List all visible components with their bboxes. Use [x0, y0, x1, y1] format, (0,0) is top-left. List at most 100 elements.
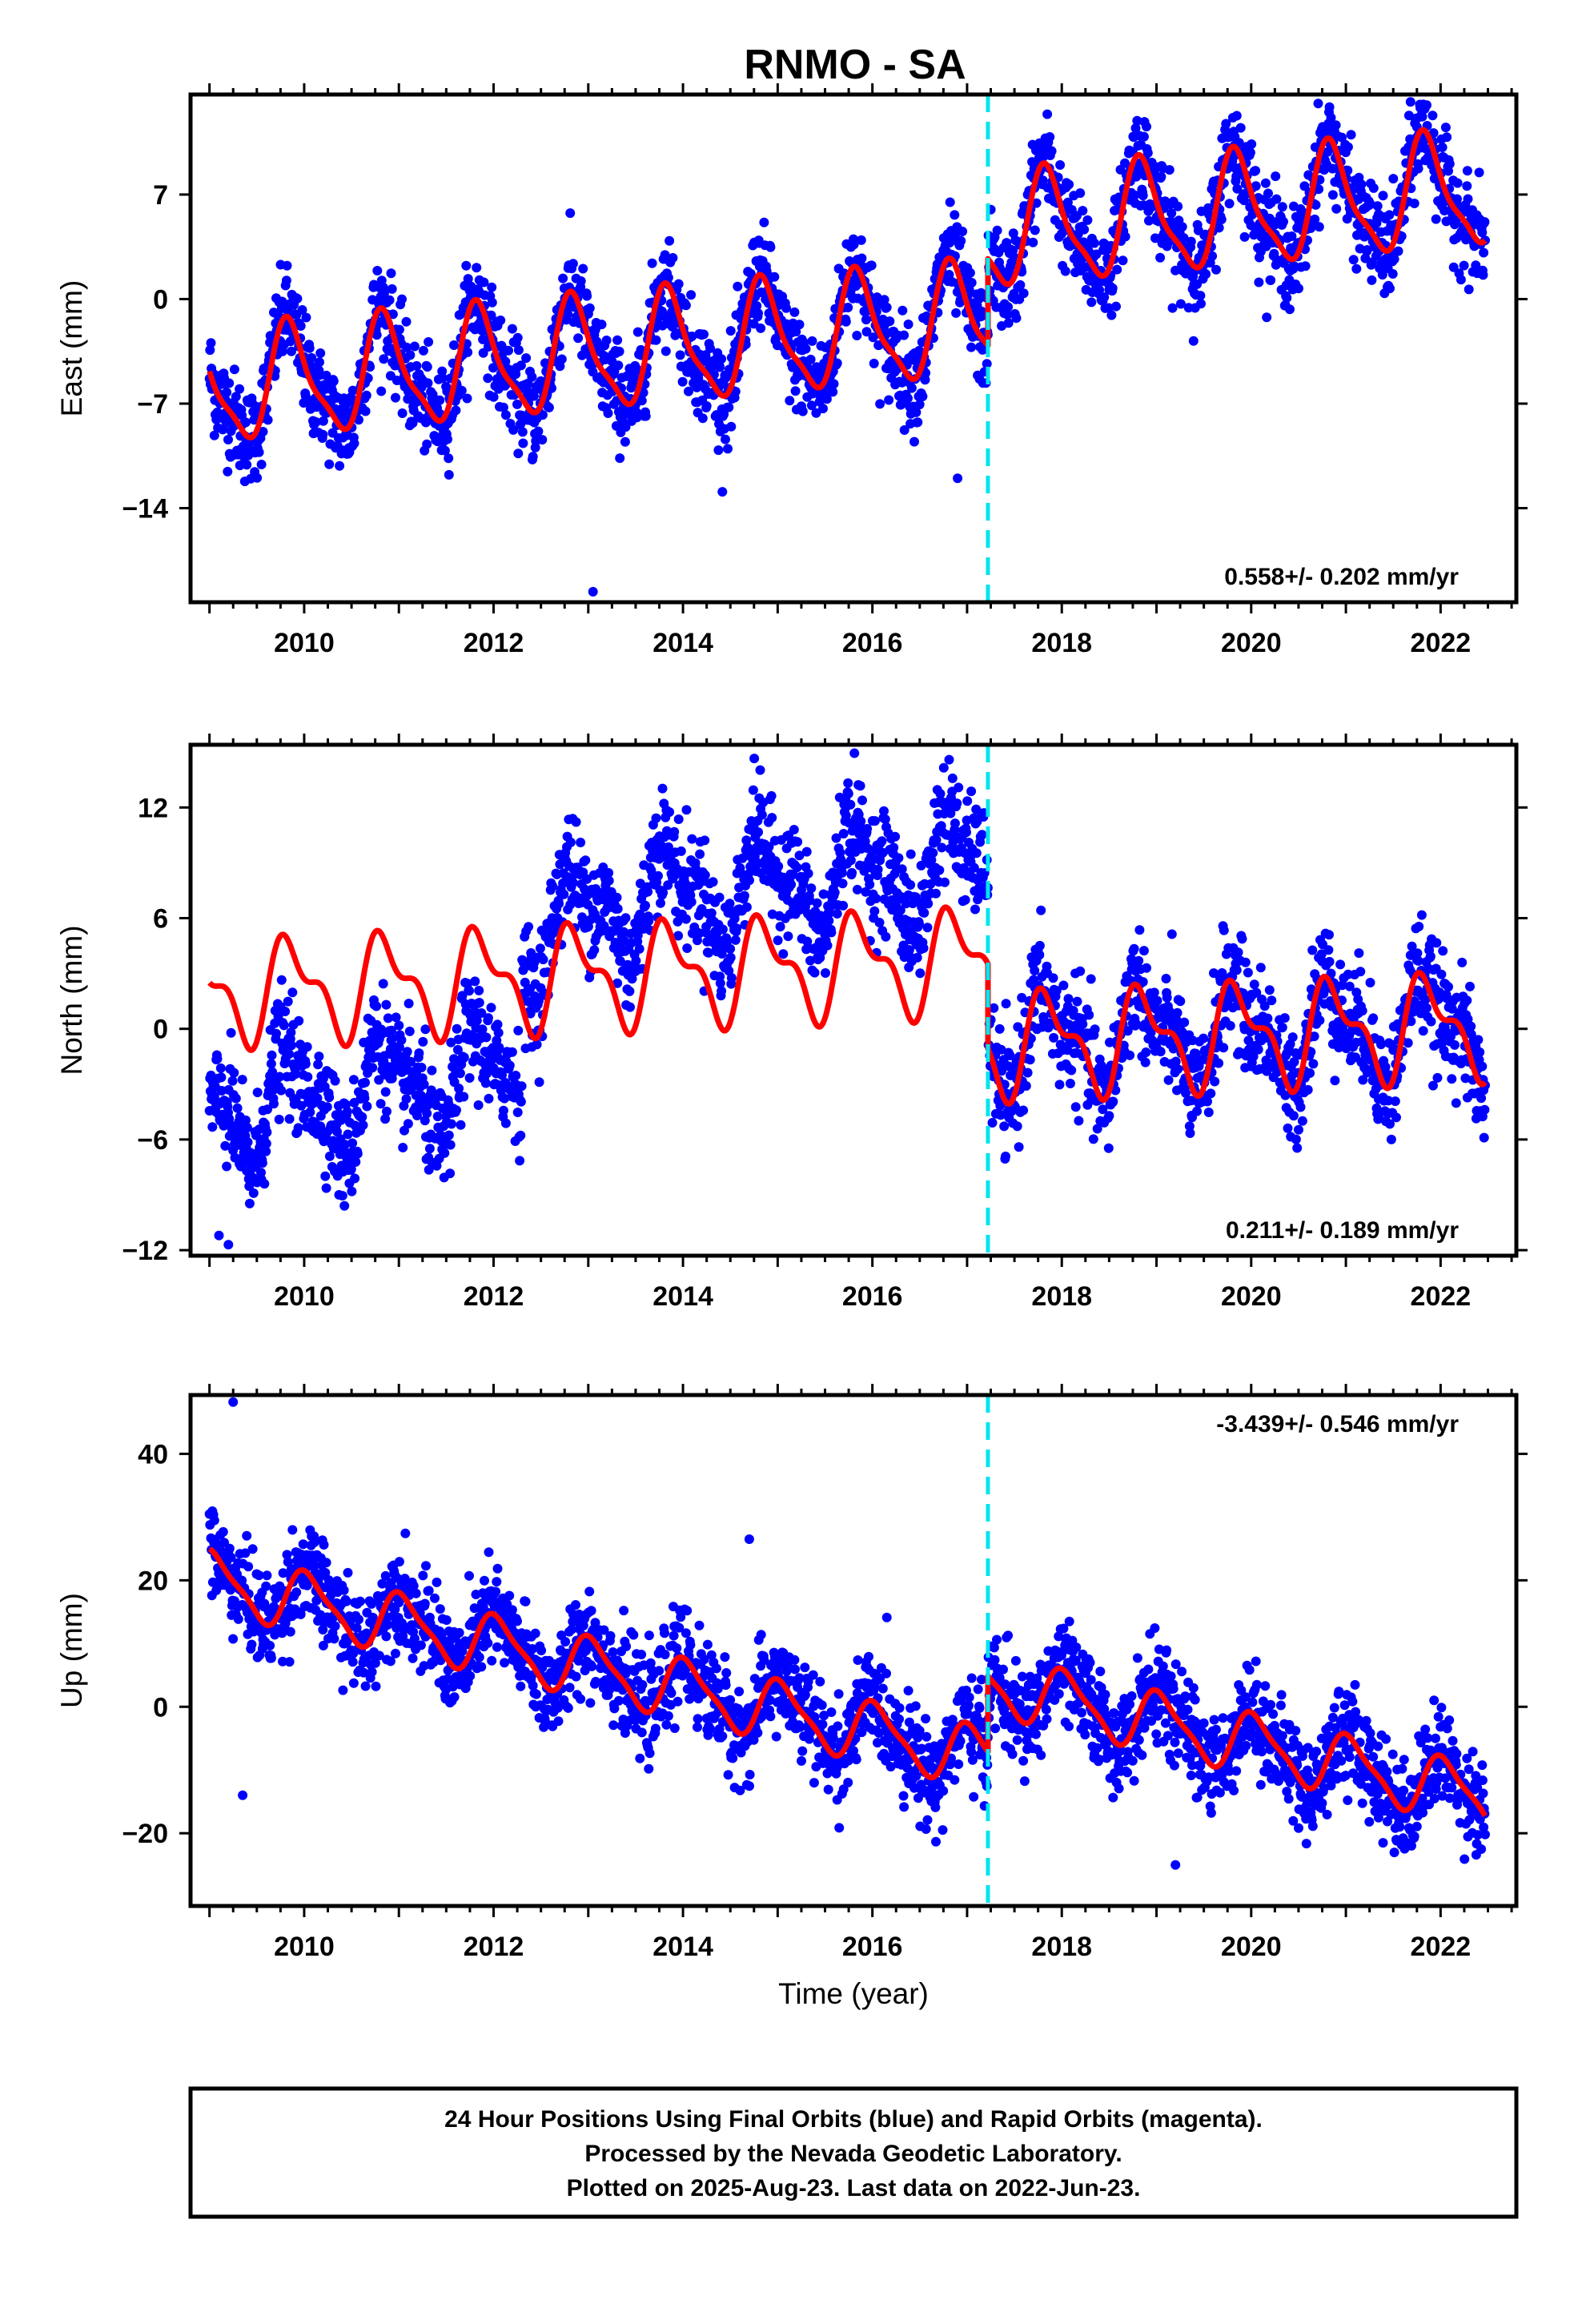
data-point — [380, 1087, 391, 1097]
data-point — [235, 384, 245, 394]
y-tick-label: −7 — [137, 389, 168, 420]
data-point — [452, 1044, 463, 1055]
data-point — [604, 868, 614, 878]
data-point — [387, 1025, 397, 1035]
data-point — [424, 337, 434, 347]
data-point — [261, 1146, 271, 1156]
data-point — [1091, 249, 1102, 259]
data-point — [903, 320, 913, 329]
data-point — [806, 883, 817, 894]
data-point — [254, 447, 264, 457]
data-point — [857, 253, 867, 263]
data-point — [686, 290, 697, 300]
data-point — [879, 295, 889, 305]
data-point — [1387, 269, 1398, 279]
data-point — [1464, 284, 1474, 295]
data-point — [934, 865, 945, 875]
data-point — [1405, 97, 1415, 107]
data-point — [686, 897, 697, 907]
data-point — [324, 459, 335, 469]
data-point — [677, 376, 688, 387]
data-point — [315, 348, 326, 358]
data-point — [534, 1077, 544, 1088]
data-point — [1235, 123, 1246, 133]
data-point — [1346, 130, 1356, 140]
data-point — [1240, 957, 1251, 967]
data-point — [1277, 202, 1287, 212]
data-point — [563, 309, 573, 320]
data-point — [1365, 199, 1375, 209]
data-point — [404, 1026, 415, 1036]
x-tick-label: 2014 — [652, 628, 713, 658]
data-point — [857, 795, 867, 806]
data-point — [1310, 142, 1320, 152]
data-point — [1138, 191, 1148, 201]
data-point — [1161, 974, 1171, 983]
data-point — [318, 429, 328, 440]
data-point — [241, 417, 251, 428]
data-point — [477, 1024, 488, 1035]
data-point — [675, 350, 685, 360]
data-point — [1034, 950, 1045, 960]
data-point — [420, 1116, 430, 1126]
data-point — [347, 385, 358, 396]
data-point — [500, 410, 511, 420]
data-point — [890, 831, 901, 842]
data-point — [457, 991, 468, 1001]
data-point — [244, 1181, 255, 1192]
data-point — [418, 345, 428, 356]
data-point — [1428, 128, 1439, 139]
data-point — [792, 862, 802, 873]
data-point — [861, 315, 871, 325]
data-point — [845, 799, 856, 810]
data-point — [292, 293, 303, 304]
data-point — [480, 1078, 491, 1088]
east-panel: 2010 2012 2014 2016 2018 2020 202270−7−14East … — [55, 83, 1528, 658]
data-point — [212, 1054, 223, 1064]
data-point — [745, 875, 754, 886]
data-point — [1262, 312, 1272, 323]
data-point — [403, 1119, 413, 1129]
data-point — [865, 879, 875, 890]
data-point — [1138, 946, 1149, 956]
data-point — [266, 1059, 276, 1069]
data-point — [435, 395, 445, 405]
data-point — [504, 1060, 515, 1071]
data-point — [905, 880, 916, 890]
data-point — [809, 967, 820, 978]
data-point — [498, 1105, 508, 1116]
data-point — [838, 829, 849, 838]
data-point — [565, 208, 576, 219]
data-point — [640, 900, 650, 911]
data-point — [1441, 216, 1452, 227]
data-point — [781, 303, 791, 313]
east-model-line — [207, 127, 1488, 441]
data-point — [352, 1148, 363, 1159]
data-point — [476, 1008, 487, 1018]
data-point — [869, 358, 879, 368]
data-point — [443, 434, 452, 444]
data-point — [295, 321, 306, 331]
data-point — [1021, 1081, 1031, 1091]
data-point — [315, 1121, 326, 1132]
data-point — [1266, 275, 1276, 285]
data-point — [695, 849, 705, 859]
data-point — [1063, 994, 1074, 1004]
data-point — [220, 1140, 231, 1151]
data-point — [397, 294, 407, 304]
data-point — [1062, 197, 1073, 207]
data-point — [1166, 208, 1177, 219]
data-point — [282, 260, 292, 271]
y-tick-label: 0 — [153, 284, 168, 315]
data-point — [488, 392, 499, 402]
data-point — [752, 301, 762, 311]
data-point — [1108, 1096, 1118, 1107]
data-point — [1012, 1121, 1022, 1132]
data-point — [877, 836, 887, 846]
data-point — [1028, 237, 1038, 247]
data-point — [589, 945, 600, 955]
data-point — [559, 889, 569, 899]
data-point — [237, 410, 247, 420]
data-point — [665, 235, 675, 246]
data-point — [401, 1094, 412, 1104]
